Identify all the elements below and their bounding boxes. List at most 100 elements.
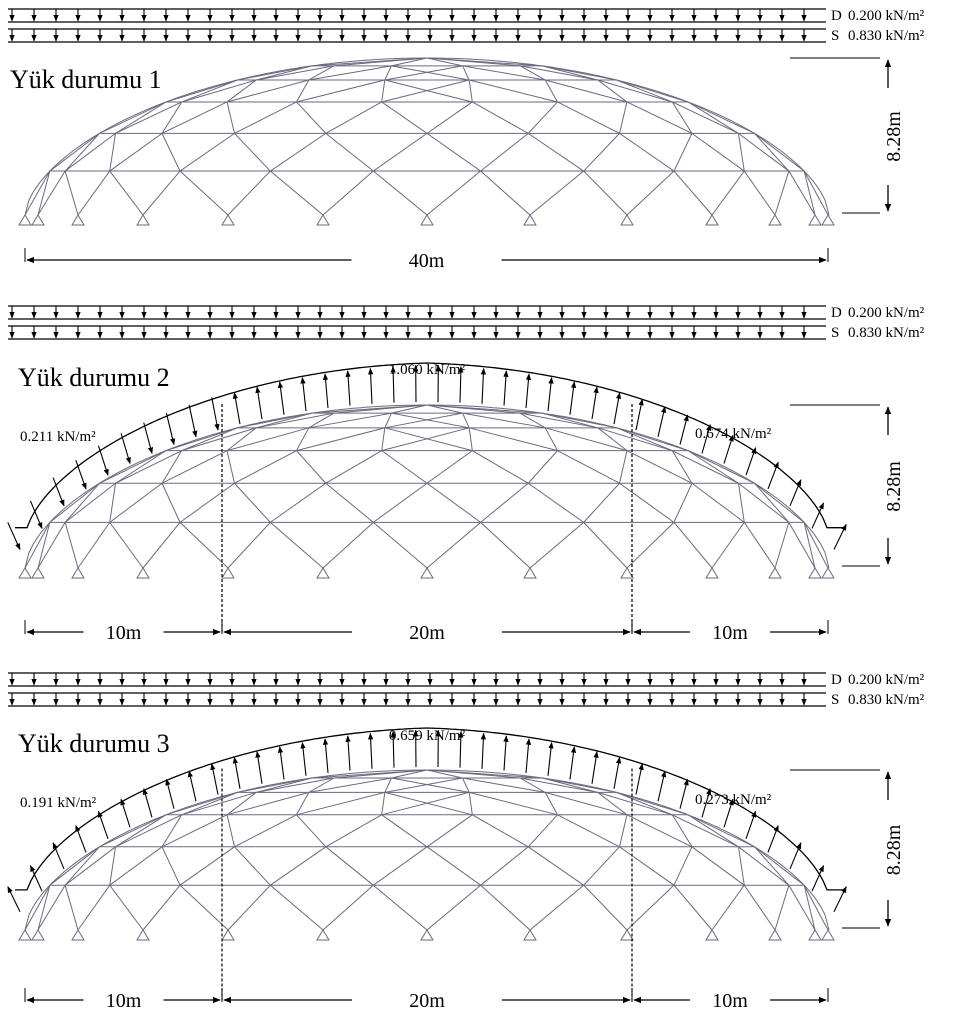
wind-arrow <box>811 502 825 529</box>
dome-member <box>754 846 790 886</box>
dome-member <box>672 450 739 484</box>
load-value: 0.200 kN/m² <box>848 8 925 24</box>
dome-member <box>161 450 228 484</box>
dome-member <box>296 427 385 452</box>
support <box>620 567 634 579</box>
dome-member <box>672 814 739 848</box>
dome-member <box>24 522 51 569</box>
wind-arrow <box>833 523 847 550</box>
dome-member <box>541 65 598 81</box>
dome-member <box>691 132 745 172</box>
support <box>821 214 835 226</box>
span-label: 20m <box>409 990 445 1012</box>
dome-member <box>24 170 51 216</box>
wind-arrow <box>29 865 43 892</box>
support <box>71 567 85 579</box>
dome-member <box>616 79 673 103</box>
wind-label: 1.060 kN/m² <box>389 362 466 378</box>
dome-member <box>99 450 167 484</box>
span-label: 10m <box>106 990 142 1012</box>
wind-arrow <box>143 422 154 455</box>
dome-member <box>333 57 428 67</box>
load-code: D <box>831 8 842 24</box>
dome-member <box>165 791 238 816</box>
dome-member <box>557 101 620 134</box>
wind-arrow <box>7 886 21 913</box>
dome-member <box>115 450 182 484</box>
dome-member <box>545 791 628 816</box>
dome-member <box>256 412 313 429</box>
dome-member <box>597 79 673 103</box>
dome-member <box>426 404 543 414</box>
support <box>71 929 85 941</box>
dome-member <box>115 101 167 134</box>
dome-member <box>529 884 584 931</box>
dome-member <box>626 101 693 134</box>
dome-member <box>109 846 163 886</box>
dome-member <box>788 884 816 931</box>
dome-member <box>308 65 335 81</box>
support <box>523 567 537 579</box>
wind-arrow <box>745 447 757 476</box>
support <box>768 214 782 226</box>
dome-member <box>64 846 100 886</box>
dome-member <box>462 412 470 429</box>
dome-member <box>179 482 235 523</box>
dome-member <box>426 404 463 414</box>
wind-arrow <box>255 386 263 420</box>
dome-member <box>325 482 374 523</box>
dome-member <box>384 791 473 816</box>
dome-member <box>480 132 529 172</box>
dome-member <box>37 522 66 569</box>
dome-member <box>161 450 183 484</box>
dome-member <box>234 482 271 523</box>
dome-member <box>737 846 745 886</box>
dome-member <box>426 450 473 484</box>
support <box>821 567 835 579</box>
dome-member <box>619 450 628 484</box>
dome-member <box>529 521 584 569</box>
dome-member <box>597 792 628 816</box>
dome-member <box>99 101 167 134</box>
dome-member <box>49 132 100 172</box>
dome-member <box>381 450 428 484</box>
dome-member <box>480 482 529 523</box>
dome-member <box>691 482 745 523</box>
dome-member <box>711 884 745 931</box>
dome-member <box>384 65 463 81</box>
dome-member <box>226 792 257 816</box>
dome-member <box>77 884 111 931</box>
dome-member <box>142 522 181 569</box>
dome-member <box>181 79 238 103</box>
dome-member <box>672 101 739 134</box>
dome-member <box>583 482 620 523</box>
dome-member <box>545 79 628 103</box>
wind-arrow <box>525 373 532 409</box>
wind-arrow <box>591 386 599 420</box>
dome-member <box>541 412 617 429</box>
dome-member <box>227 170 271 216</box>
dome-member <box>391 777 470 793</box>
support <box>316 929 330 941</box>
dome-member <box>426 769 543 779</box>
dome-member <box>541 777 617 793</box>
wind-arrow <box>367 367 374 404</box>
dome-member <box>99 814 167 848</box>
dome-member <box>426 846 481 886</box>
dome-member <box>161 814 228 848</box>
dome-member <box>237 777 313 793</box>
dome-member <box>774 522 790 569</box>
wind-label: 0.659 kN/m² <box>389 728 466 744</box>
support <box>18 214 32 226</box>
dome-member <box>687 101 755 134</box>
wind-arrow <box>75 459 87 490</box>
dome-member <box>142 884 181 931</box>
dome-member <box>179 132 235 172</box>
wind-arrow <box>29 500 43 530</box>
dome-member <box>227 884 271 931</box>
dome-member <box>754 482 805 523</box>
wind-arrow <box>120 433 131 465</box>
dome-member <box>426 101 473 134</box>
dome-member <box>296 450 327 484</box>
